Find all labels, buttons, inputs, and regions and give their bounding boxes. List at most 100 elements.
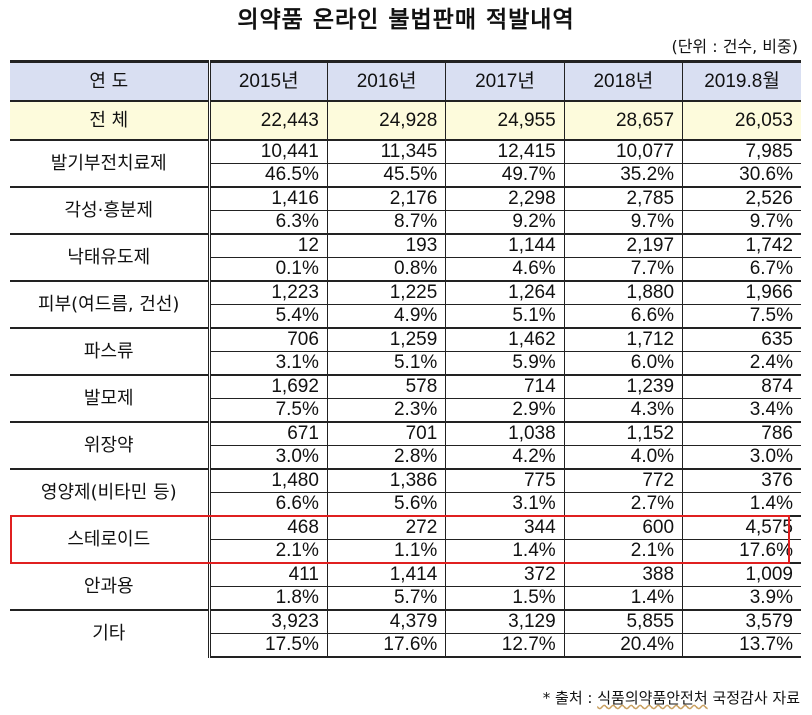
share-cell: 4.2% xyxy=(445,445,565,469)
header-row: 연 도 2015년 2016년 2017년 2018년 2019.8월 xyxy=(10,60,801,102)
category-label: 낙태유도제 xyxy=(10,233,211,281)
category-count-row: 낙태유도제 12 193 1,144 2,197 1,742 xyxy=(10,233,801,281)
share-cell: 13.7% xyxy=(682,633,801,658)
total-row: 전 체 22,443 24,928 24,955 28,657 26,053 xyxy=(10,101,801,141)
share-cell: 0.1% xyxy=(208,257,328,281)
count-cell: 12,415 xyxy=(445,139,565,164)
share-cell: 1.4% xyxy=(682,492,801,516)
total-value: 24,955 xyxy=(445,101,565,141)
count-cell: 1,712 xyxy=(563,327,683,352)
category-share-row: 0.1% 0.8% 4.6% 7.7% 6.7% xyxy=(10,257,801,281)
count-cell: 344 xyxy=(445,515,565,540)
unit-note: (단위 : 건수, 비중) xyxy=(671,37,798,56)
share-cell: 3.1% xyxy=(208,351,328,375)
count-cell: 1,038 xyxy=(445,421,565,446)
count-cell: 2,298 xyxy=(445,186,565,211)
share-cell: 6.6% xyxy=(563,304,683,328)
share-cell: 9.7% xyxy=(563,210,683,234)
count-cell: 11,345 xyxy=(326,139,446,164)
share-cell: 3.4% xyxy=(682,398,801,422)
count-cell: 1,144 xyxy=(445,233,565,258)
category-label: 위장약 xyxy=(10,421,211,469)
share-cell: 17.5% xyxy=(208,633,328,658)
category-label: 스테로이드 xyxy=(10,515,211,563)
category-count-row: 안과용 411 1,414 372 388 1,009 xyxy=(10,562,801,610)
count-cell: 10,441 xyxy=(208,139,328,164)
count-cell: 772 xyxy=(563,468,683,493)
share-cell: 4.3% xyxy=(563,398,683,422)
share-cell: 1.1% xyxy=(326,539,446,563)
share-cell: 2.4% xyxy=(682,351,801,375)
count-cell: 1,264 xyxy=(445,280,565,305)
share-cell: 2.3% xyxy=(326,398,446,422)
category-share-row: 46.5% 45.5% 49.7% 35.2% 30.6% xyxy=(10,163,801,187)
total-value: 26,053 xyxy=(682,101,801,141)
total-label: 전 체 xyxy=(10,101,211,141)
share-cell: 2.1% xyxy=(563,539,683,563)
share-cell: 6.7% xyxy=(682,257,801,281)
category-label: 피부(여드름, 건선) xyxy=(10,280,211,328)
source-suffix: 국정감사 자료 xyxy=(707,689,800,707)
count-cell: 193 xyxy=(326,233,446,258)
count-cell: 4,575 xyxy=(682,515,801,540)
share-cell: 30.6% xyxy=(682,163,801,187)
share-cell: 46.5% xyxy=(208,163,328,187)
category-share-row: 2.1% 1.1% 1.4% 2.1% 17.6% xyxy=(10,539,801,563)
category-count-row: 각성·흥분제 1,416 2,176 2,298 2,785 2,526 xyxy=(10,186,801,234)
category-share-row: 6.6% 5.6% 3.1% 2.7% 1.4% xyxy=(10,492,801,516)
count-cell: 1,225 xyxy=(326,280,446,305)
category-label: 안과용 xyxy=(10,562,211,610)
count-cell: 600 xyxy=(563,515,683,540)
count-cell: 1,966 xyxy=(682,280,801,305)
count-cell: 411 xyxy=(208,562,328,587)
count-cell: 1,414 xyxy=(326,562,446,587)
category-count-row: 발모제 1,692 578 714 1,239 874 xyxy=(10,374,801,422)
share-cell: 12.7% xyxy=(445,633,565,658)
share-cell: 6.6% xyxy=(208,492,328,516)
count-cell: 1,742 xyxy=(682,233,801,258)
share-cell: 35.2% xyxy=(563,163,683,187)
category-share-row: 1.8% 5.7% 1.5% 1.4% 3.9% xyxy=(10,586,801,610)
count-cell: 7,985 xyxy=(682,139,801,164)
share-cell: 1.8% xyxy=(208,586,328,610)
count-cell: 2,197 xyxy=(563,233,683,258)
count-cell: 1,692 xyxy=(208,374,328,399)
category-count-row: 위장약 671 701 1,038 1,152 786 xyxy=(10,421,801,469)
count-cell: 786 xyxy=(682,421,801,446)
share-cell: 5.1% xyxy=(445,304,565,328)
category-count-row: 기타 3,923 4,379 3,129 5,855 3,579 xyxy=(10,609,801,657)
header-label: 연 도 xyxy=(10,60,211,102)
share-cell: 4.6% xyxy=(445,257,565,281)
category-share-row: 17.5% 17.6% 12.7% 20.4% 13.7% xyxy=(10,633,801,658)
count-cell: 1,880 xyxy=(563,280,683,305)
share-cell: 2.7% xyxy=(563,492,683,516)
share-cell: 5.4% xyxy=(208,304,328,328)
count-cell: 12 xyxy=(208,233,328,258)
count-cell: 1,152 xyxy=(563,421,683,446)
share-cell: 7.7% xyxy=(563,257,683,281)
count-cell: 1,386 xyxy=(326,468,446,493)
count-cell: 468 xyxy=(208,515,328,540)
share-cell: 7.5% xyxy=(682,304,801,328)
category-share-row: 7.5% 2.3% 2.9% 4.3% 3.4% xyxy=(10,398,801,422)
category-label: 영양제(비타민 등) xyxy=(10,468,211,516)
share-cell: 6.3% xyxy=(208,210,328,234)
share-cell: 6.0% xyxy=(563,351,683,375)
share-cell: 4.0% xyxy=(563,445,683,469)
count-cell: 388 xyxy=(563,562,683,587)
share-cell: 45.5% xyxy=(326,163,446,187)
count-cell: 714 xyxy=(445,374,565,399)
share-cell: 5.7% xyxy=(326,586,446,610)
count-cell: 272 xyxy=(326,515,446,540)
category-label: 기타 xyxy=(10,609,211,657)
category-label: 각성·흥분제 xyxy=(10,186,211,234)
page-title: 의약품 온라인 불법판매 적발내역 xyxy=(237,7,575,33)
share-cell: 20.4% xyxy=(563,633,683,658)
share-cell: 3.0% xyxy=(208,445,328,469)
count-cell: 3,579 xyxy=(682,609,801,634)
year-header: 2016년 xyxy=(326,60,446,102)
count-cell: 635 xyxy=(682,327,801,352)
category-count-row: 스테로이드 468 272 344 600 4,575 xyxy=(10,515,801,563)
share-cell: 2.8% xyxy=(326,445,446,469)
share-cell: 7.5% xyxy=(208,398,328,422)
